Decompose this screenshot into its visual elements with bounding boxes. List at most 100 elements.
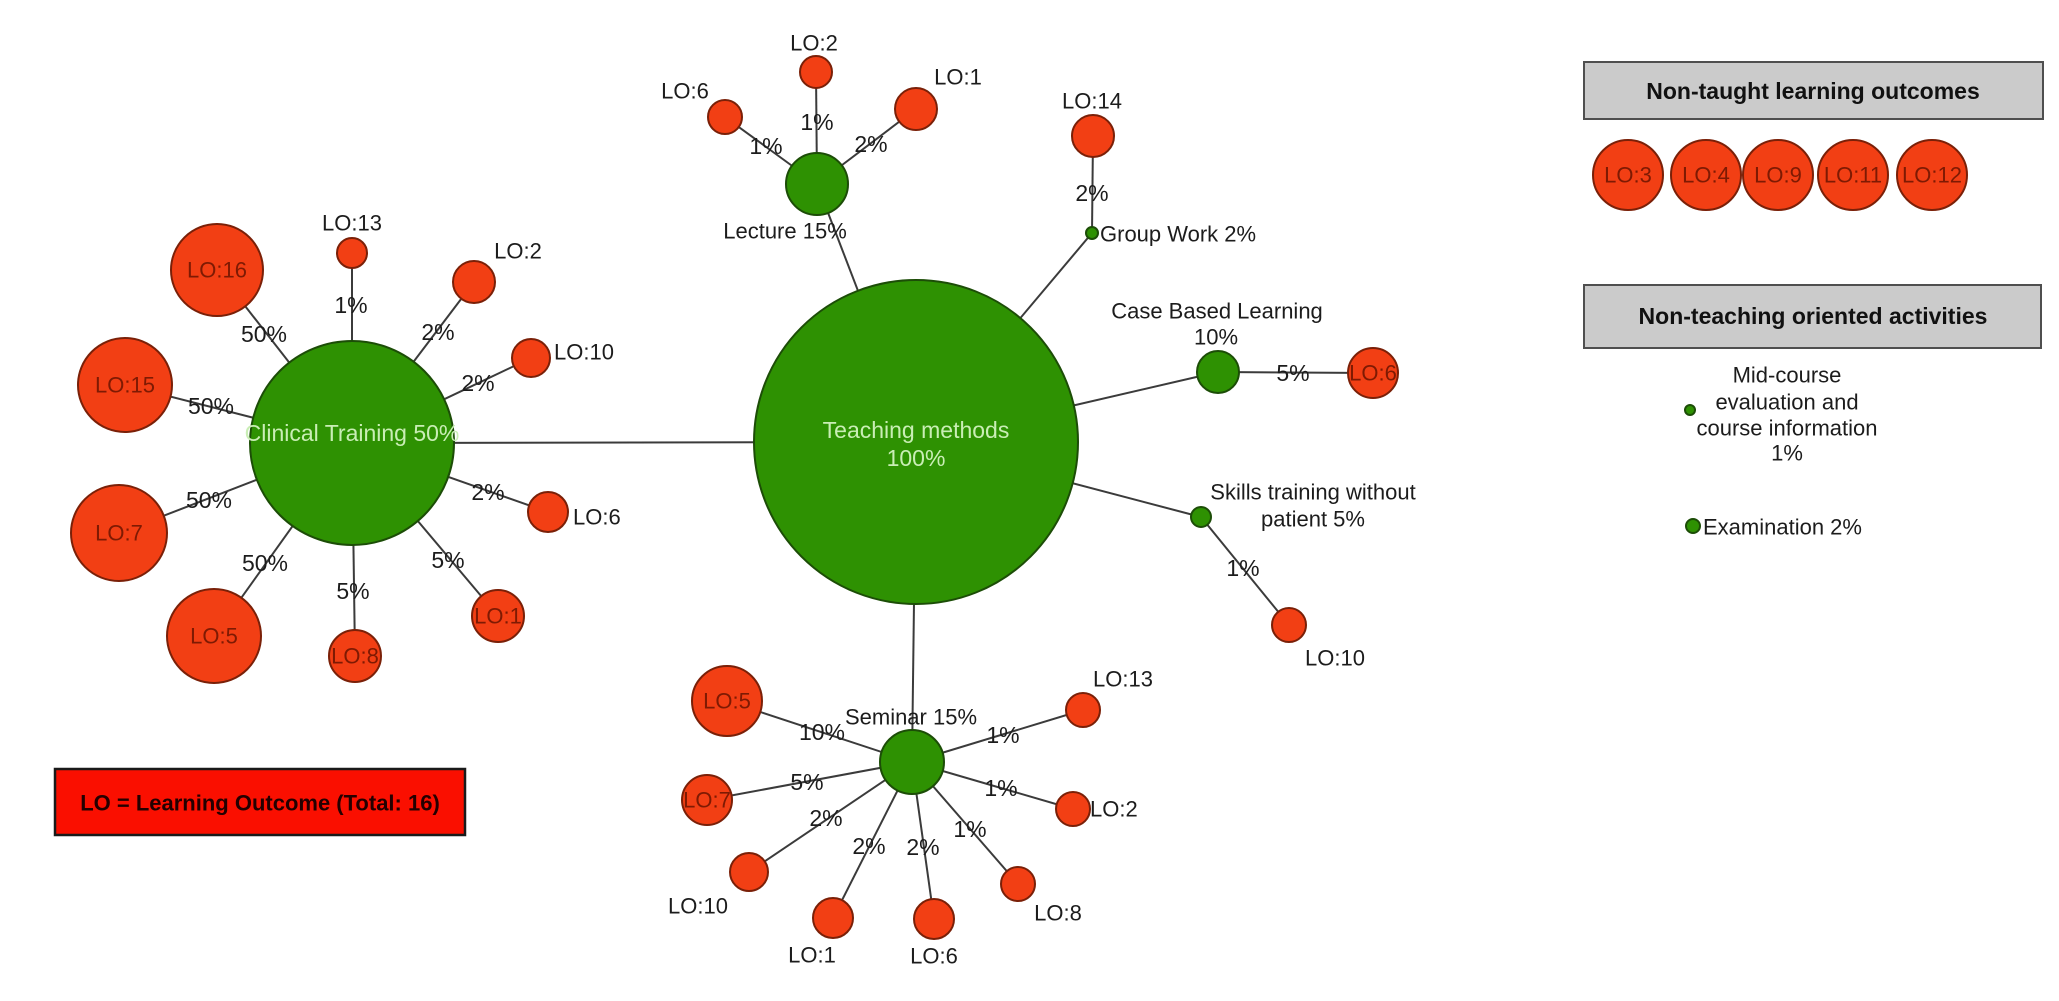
mid-course-label-line3: course information bbox=[1697, 416, 1878, 441]
clinical-lo1-label: LO:1 bbox=[474, 604, 522, 629]
seminar-lo2-pct: 1% bbox=[984, 775, 1017, 801]
outcome-clinical-lo2 bbox=[452, 260, 496, 304]
outcome-clinical-lo15 bbox=[77, 337, 173, 433]
outcome-seminar-lo5 bbox=[691, 665, 763, 737]
clinical-training-label: Clinical Training 50% bbox=[245, 420, 460, 446]
skills-label-line1: Skills training without bbox=[1210, 480, 1415, 505]
outcome-clinical-lo8 bbox=[328, 629, 382, 683]
lecture-lo2-label: LO:2 bbox=[790, 31, 838, 56]
clinical-lo7-pct: 50% bbox=[186, 487, 232, 513]
mid-course-evaluation-dot bbox=[1684, 404, 1696, 416]
clinical-lo10-label: LO:10 bbox=[554, 340, 614, 365]
outcome-nontaught-lo12 bbox=[1896, 139, 1968, 211]
outcome-seminar-lo2 bbox=[1055, 791, 1091, 827]
seminar-lo7-label: LO:7 bbox=[683, 788, 731, 813]
clinical-lo13-label: LO:13 bbox=[322, 211, 382, 236]
seminar-lo6-pct: 2% bbox=[906, 834, 939, 860]
outcome-nontaught-lo11 bbox=[1817, 139, 1889, 211]
seminar-lo1-pct: 2% bbox=[852, 833, 885, 859]
group-work-label: Group Work 2% bbox=[1100, 222, 1256, 247]
case-based-label-line1: Case Based Learning bbox=[1111, 299, 1323, 324]
legend-box bbox=[53, 767, 467, 837]
clinical-lo6-label: LO:6 bbox=[573, 505, 621, 530]
outcome-seminar-lo13 bbox=[1065, 692, 1101, 728]
outcome-seminar-lo10 bbox=[729, 852, 769, 892]
clinical-training-node bbox=[249, 340, 455, 546]
clinical-lo2-pct: 2% bbox=[421, 319, 454, 345]
outcome-lecture-lo1 bbox=[894, 87, 938, 131]
teaching-methods-node bbox=[753, 279, 1079, 605]
mid-course-label-line1: Mid-course bbox=[1733, 363, 1842, 388]
outcome-case-based-lo6 bbox=[1347, 347, 1399, 399]
non-teaching-panel-box bbox=[1583, 284, 2042, 349]
outcome-clinical-lo7 bbox=[70, 484, 168, 582]
clinical-lo10-pct: 2% bbox=[461, 370, 494, 396]
seminar-label: Seminar 15% bbox=[845, 705, 977, 730]
seminar-lo7-pct: 5% bbox=[790, 769, 823, 795]
outcome-nontaught-lo4 bbox=[1670, 139, 1742, 211]
case-based-learning-node bbox=[1196, 350, 1240, 394]
group-work-lo14-label: LO:14 bbox=[1062, 89, 1122, 114]
clinical-lo15-label: LO:15 bbox=[95, 373, 155, 398]
nontaught-lo11-label: LO:11 bbox=[1824, 163, 1882, 188]
outcome-nodes bbox=[70, 55, 1968, 940]
skills-label-line2: patient 5% bbox=[1261, 507, 1365, 532]
outcome-lecture-lo2 bbox=[799, 55, 833, 89]
labels: Teaching methods 100% Clinical Training … bbox=[80, 31, 1987, 969]
clinical-lo8-pct: 5% bbox=[336, 578, 369, 604]
edge-skills-lo10 bbox=[1200, 516, 1290, 626]
teaching-methods-label-line1: Teaching methods bbox=[823, 417, 1010, 443]
seminar-lo10-pct: 2% bbox=[809, 805, 842, 831]
method-nodes bbox=[249, 152, 1701, 795]
nontaught-lo12-label: LO:12 bbox=[1902, 163, 1962, 188]
clinical-lo13-pct: 1% bbox=[334, 292, 367, 318]
lecture-node bbox=[785, 152, 849, 216]
case-based-label-line2: 10% bbox=[1194, 325, 1238, 350]
clinical-lo8-label: LO:8 bbox=[331, 644, 379, 669]
clinical-lo16-pct: 50% bbox=[241, 321, 287, 347]
clinical-lo2-label: LO:2 bbox=[494, 239, 542, 264]
outcome-clinical-lo16 bbox=[170, 223, 264, 317]
group-work-lo14-pct: 2% bbox=[1075, 180, 1108, 206]
seminar-lo8-pct: 1% bbox=[953, 816, 986, 842]
seminar-lo8-label: LO:8 bbox=[1034, 901, 1082, 926]
non-taught-panel-box bbox=[1583, 61, 2044, 120]
seminar-lo5-label: LO:5 bbox=[703, 689, 751, 714]
clinical-lo16-label: LO:16 bbox=[187, 258, 247, 283]
outcome-clinical-lo6 bbox=[527, 491, 569, 533]
clinical-lo6-pct: 2% bbox=[471, 479, 504, 505]
skills-lo10-pct: 1% bbox=[1226, 555, 1259, 581]
skills-training-node bbox=[1190, 506, 1212, 528]
outcome-clinical-lo1 bbox=[471, 589, 525, 643]
examination-label: Examination 2% bbox=[1703, 515, 1862, 540]
clinical-lo5-pct: 50% bbox=[242, 550, 288, 576]
outcome-group-work-lo14 bbox=[1071, 114, 1115, 158]
skills-lo10-label: LO:10 bbox=[1305, 646, 1365, 671]
legend-label: LO = Learning Outcome (Total: 16) bbox=[80, 791, 440, 816]
teaching-methods-label-line2: 100% bbox=[887, 445, 946, 471]
outcome-seminar-lo1 bbox=[812, 897, 854, 939]
seminar-lo5-pct: 10% bbox=[799, 719, 845, 745]
lecture-lo2-pct: 1% bbox=[800, 109, 833, 135]
seminar-lo13-pct: 1% bbox=[986, 722, 1019, 748]
seminar-lo13-label: LO:13 bbox=[1093, 667, 1153, 692]
outcome-nontaught-lo3 bbox=[1592, 139, 1664, 211]
outcome-seminar-lo8 bbox=[1000, 866, 1036, 902]
seminar-node bbox=[879, 729, 945, 795]
outcome-clinical-lo5 bbox=[166, 588, 262, 684]
outcome-nontaught-lo9 bbox=[1742, 139, 1814, 211]
lecture-lo1-pct: 2% bbox=[854, 131, 887, 157]
edge-seminar-lo7 bbox=[706, 761, 913, 801]
outcome-seminar-lo6 bbox=[913, 898, 955, 940]
outcome-clinical-lo13 bbox=[336, 237, 368, 269]
non-teaching-panel-title: Non-teaching oriented activities bbox=[1639, 303, 1988, 329]
clinical-lo7-label: LO:7 bbox=[95, 521, 143, 546]
nontaught-lo9-label: LO:9 bbox=[1754, 163, 1802, 188]
lecture-lo6-pct: 1% bbox=[749, 133, 782, 159]
seminar-lo10-label: LO:10 bbox=[668, 894, 728, 919]
mid-course-label-line2: evaluation and bbox=[1715, 390, 1858, 415]
outcome-skills-lo10 bbox=[1271, 607, 1307, 643]
outcome-clinical-lo10 bbox=[511, 338, 551, 378]
seminar-lo2-label: LO:2 bbox=[1090, 797, 1138, 822]
